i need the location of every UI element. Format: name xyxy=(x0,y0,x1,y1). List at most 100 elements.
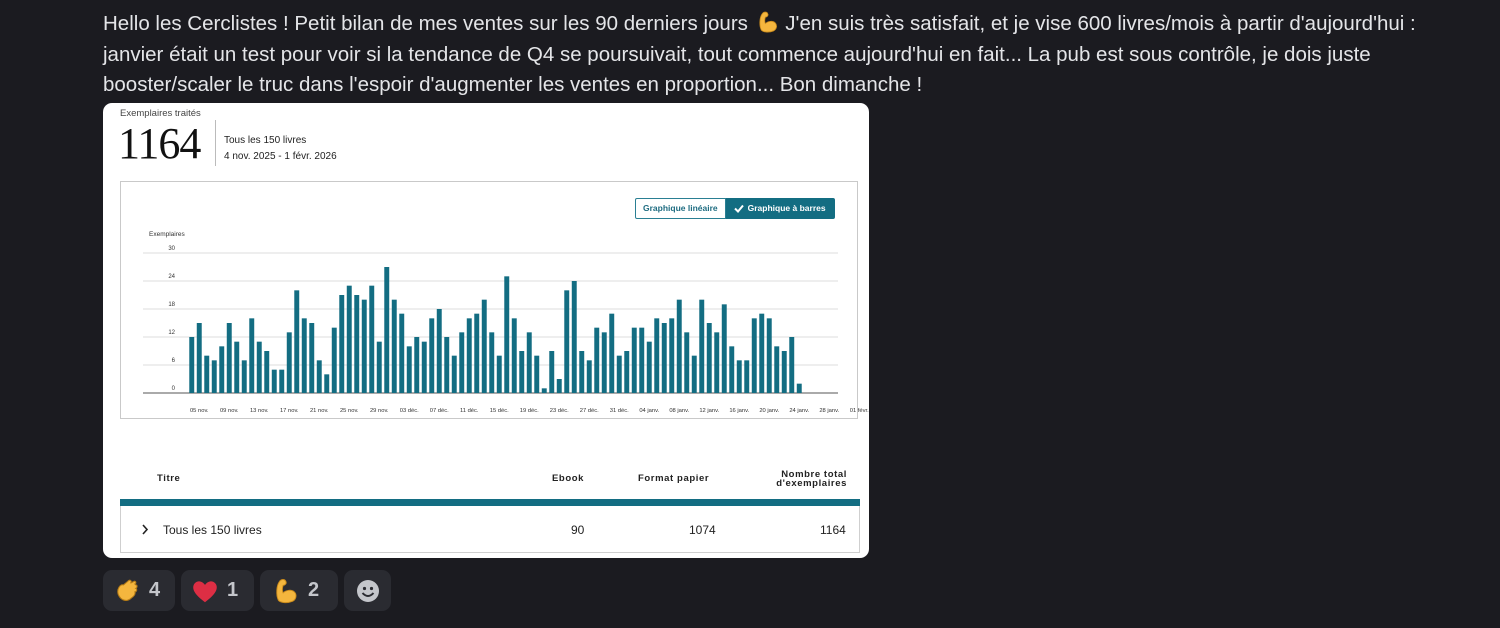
chart-bar xyxy=(346,285,352,393)
chart-bar xyxy=(676,299,682,393)
chart-bar xyxy=(781,351,787,393)
chart-bar xyxy=(601,332,607,393)
kpi-scope: Tous les 150 livres xyxy=(224,135,307,146)
chart-bar xyxy=(744,360,750,393)
reaction-muscle-count: 2 xyxy=(308,579,320,601)
col-header-total-line1: Nombre total xyxy=(781,469,847,480)
chart-bar xyxy=(571,281,577,393)
bar-chart-button[interactable]: Graphique à barres xyxy=(725,198,835,219)
col-header-total: Nombre total d'exemplaires xyxy=(767,469,847,489)
chart-bar xyxy=(226,323,232,393)
chart-bar xyxy=(294,290,300,393)
chart-container xyxy=(120,181,858,419)
y-axis-label: Exemplaires xyxy=(149,231,186,238)
x-tick-label: 12 janv. xyxy=(699,408,719,414)
chart-bar xyxy=(699,299,705,393)
chart-bar xyxy=(646,341,652,393)
reaction-clap-count: 4 xyxy=(149,579,161,601)
y-tick-label: 18 xyxy=(168,302,175,308)
chart-bar xyxy=(481,299,487,393)
reaction-muscle[interactable]: 2 xyxy=(260,570,338,611)
chart-bar xyxy=(399,313,405,393)
chart-bar xyxy=(339,295,345,393)
row-title: Tous les 150 livres xyxy=(163,523,262,537)
chart-bar xyxy=(684,332,690,393)
chart-bar xyxy=(444,337,450,393)
chart-bar xyxy=(421,341,427,393)
chart-bar xyxy=(331,327,337,393)
chart-type-toggle[interactable]: Graphique linéaire Graphique à barres xyxy=(635,198,835,219)
chevron-right-icon[interactable] xyxy=(141,524,149,535)
row-paper: 1074 xyxy=(689,523,716,537)
chart-bar xyxy=(541,388,547,393)
sales-report-image[interactable]: Exemplaires traités 1164 Tous les 150 li… xyxy=(103,103,869,558)
chart-bar xyxy=(451,355,457,393)
reactions-bar: 4 1 2 xyxy=(103,570,391,611)
chart-bar xyxy=(489,332,495,393)
chart-bar xyxy=(766,318,772,393)
chart-bar xyxy=(249,318,255,393)
chart-bar xyxy=(391,299,397,393)
row-ebook: 90 xyxy=(571,523,585,537)
message-text-part1: Hello les Cerclistes ! Petit bilan de me… xyxy=(103,12,754,35)
x-tick-label: 31 déc. xyxy=(610,408,629,414)
chart-bar xyxy=(474,313,480,393)
x-tick-label: 03 déc. xyxy=(400,408,419,414)
x-tick-label: 23 déc. xyxy=(550,408,569,414)
x-tick-label: 17 nov. xyxy=(280,408,299,414)
chart-bar xyxy=(706,323,712,393)
chart-bar xyxy=(669,318,675,393)
line-chart-button[interactable]: Graphique linéaire xyxy=(635,198,726,219)
y-tick-label: 30 xyxy=(168,246,175,252)
add-reaction-button[interactable] xyxy=(344,570,391,611)
x-tick-label: 27 déc. xyxy=(580,408,599,414)
chart-bar xyxy=(759,313,765,393)
chart-bar xyxy=(714,332,720,393)
reaction-heart[interactable]: 1 xyxy=(181,570,254,611)
checkmark-icon xyxy=(733,204,744,213)
chart-bar xyxy=(579,351,585,393)
row-total: 1164 xyxy=(820,523,846,537)
x-tick-label: 24 janv. xyxy=(789,408,809,414)
x-tick-label: 09 nov. xyxy=(220,408,239,414)
table-row[interactable] xyxy=(120,506,860,553)
clapping-hands-icon xyxy=(117,579,138,601)
chart-bar xyxy=(549,351,555,393)
chart-bar xyxy=(316,360,322,393)
x-tick-label: 04 janv. xyxy=(639,408,659,414)
chart-bar xyxy=(436,309,442,393)
chart-bar xyxy=(196,323,202,393)
chart-bar xyxy=(466,318,472,393)
x-tick-label: 13 nov. xyxy=(250,408,269,414)
chart-bar xyxy=(219,346,225,393)
reaction-heart-count: 1 xyxy=(227,579,239,601)
chart-bar xyxy=(301,318,307,393)
chart-bar xyxy=(496,355,502,393)
x-tick-label: 19 déc. xyxy=(520,408,539,414)
reaction-clap[interactable]: 4 xyxy=(103,570,175,611)
chart-bar xyxy=(459,332,465,393)
chart-bar xyxy=(774,346,780,393)
chart-bar xyxy=(511,318,517,393)
sales-bar-chart: Exemplaires 0 6 12 18 24 30 05 nov. 09 nov. 13 no… xyxy=(143,231,869,414)
red-heart-icon xyxy=(193,580,217,602)
chart-bar xyxy=(736,360,742,393)
table-header-bar xyxy=(120,499,860,506)
add-reaction-icon xyxy=(356,579,379,602)
chart-bar xyxy=(361,299,367,393)
chart-bar xyxy=(414,337,420,393)
col-header-total-line2: d'exemplaires xyxy=(776,478,847,489)
chart-bar xyxy=(279,369,285,393)
x-tick-label: 28 janv. xyxy=(819,408,839,414)
chart-bar xyxy=(429,318,435,393)
chart-bar xyxy=(309,323,315,393)
col-header-paper: Format papier xyxy=(638,473,710,484)
chart-bar xyxy=(369,285,375,393)
kpi-label: Exemplaires traités xyxy=(120,108,201,119)
y-tick-label: 24 xyxy=(168,274,175,280)
x-tick-label: 25 nov. xyxy=(340,408,359,414)
chart-bar xyxy=(204,355,210,393)
chart-bar xyxy=(609,313,615,393)
chart-bar xyxy=(534,355,540,393)
x-tick-label: 11 déc. xyxy=(460,408,479,414)
